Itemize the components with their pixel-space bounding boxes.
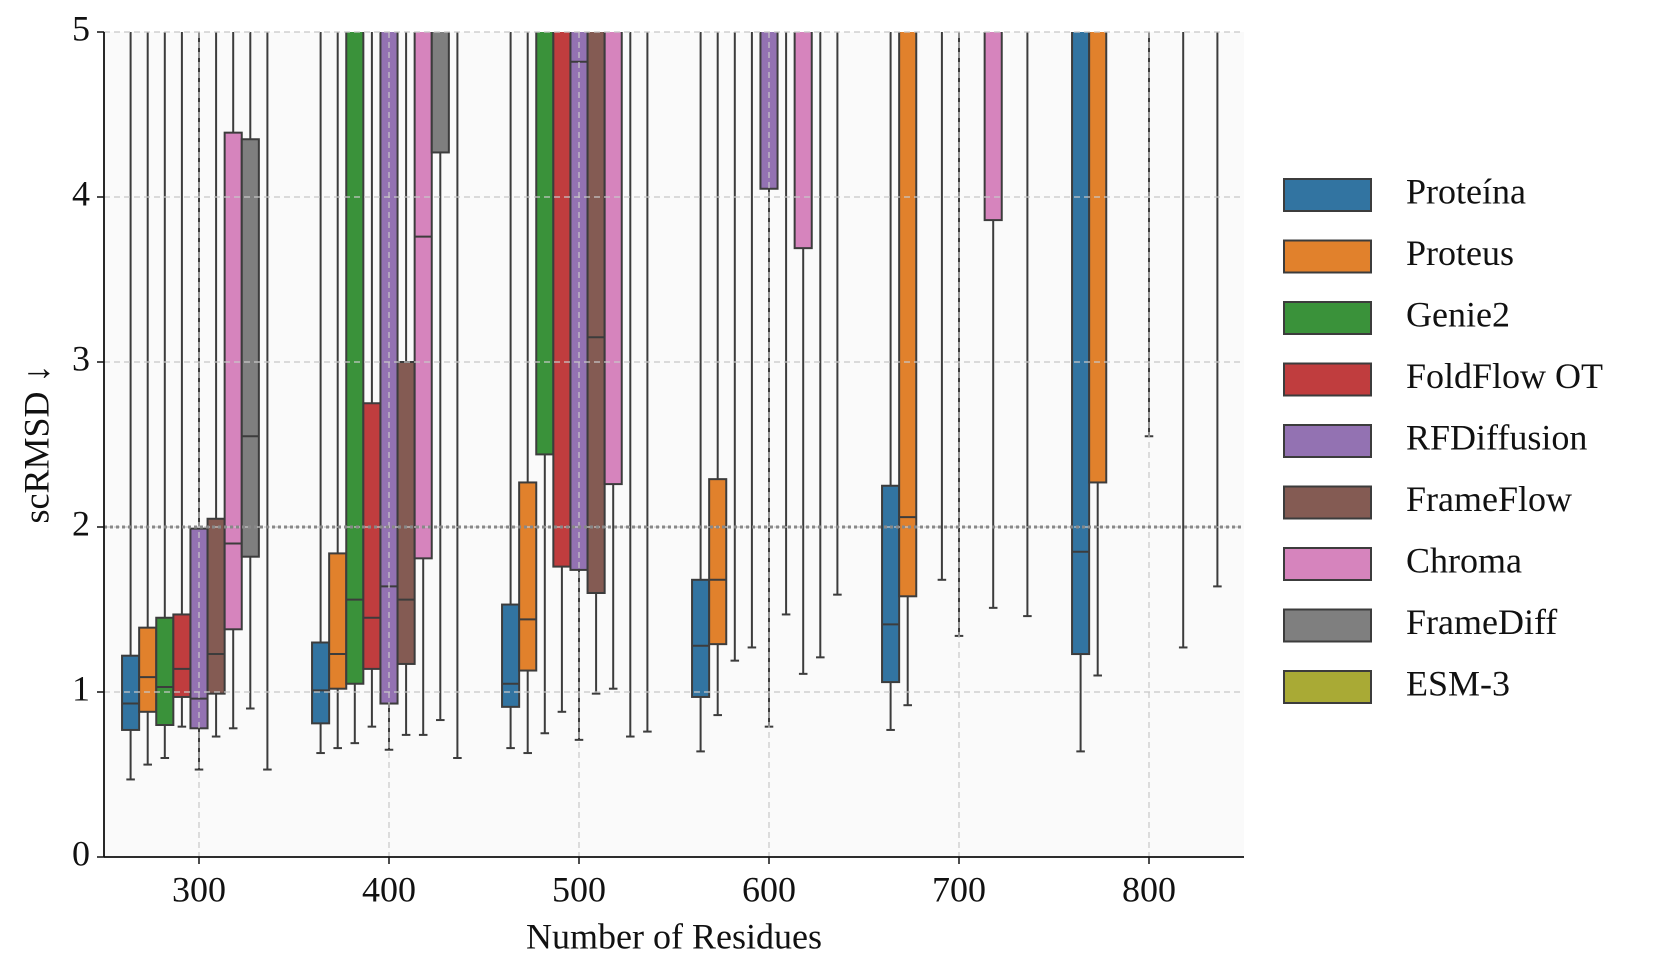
box xyxy=(983,32,1003,222)
legend-swatch xyxy=(1283,178,1372,212)
box xyxy=(362,402,382,670)
box xyxy=(155,616,175,726)
legend-label: FrameDiff xyxy=(1406,602,1557,642)
box xyxy=(569,32,589,571)
box xyxy=(138,626,158,713)
y-tick-label: 2 xyxy=(72,503,90,543)
y-tick-label: 5 xyxy=(72,8,90,48)
box xyxy=(898,32,918,598)
legend-swatch xyxy=(1283,362,1372,397)
box xyxy=(603,32,623,486)
box xyxy=(708,478,728,646)
y-tick-label: 3 xyxy=(72,338,90,378)
box xyxy=(396,361,416,665)
y-tick-label: 1 xyxy=(72,668,90,708)
y-axis-label: scRMSD ↓ xyxy=(16,364,56,523)
box xyxy=(535,32,555,456)
box xyxy=(1088,32,1108,484)
legend-label: FoldFlow OT xyxy=(1406,356,1603,396)
legend-swatch xyxy=(1283,608,1372,643)
legend-label: Proteus xyxy=(1406,233,1514,273)
box xyxy=(206,517,226,695)
box xyxy=(121,654,141,731)
box xyxy=(311,641,331,725)
legend-swatch xyxy=(1283,547,1372,581)
box xyxy=(223,131,243,631)
box xyxy=(172,613,192,698)
legend-swatch xyxy=(1283,485,1372,520)
box xyxy=(586,32,606,594)
legend-swatch xyxy=(1283,239,1372,274)
y-tick-label: 0 xyxy=(72,833,90,873)
legend-label: ESM-3 xyxy=(1406,663,1510,703)
legend-swatch xyxy=(1283,670,1372,704)
legend-label: RFDiffusion xyxy=(1406,417,1587,457)
box xyxy=(793,32,813,250)
box xyxy=(430,32,450,154)
box xyxy=(881,484,901,684)
box xyxy=(1071,32,1091,656)
x-tick-label: 800 xyxy=(1122,869,1176,909)
box xyxy=(240,138,260,558)
x-tick-label: 600 xyxy=(742,869,796,909)
x-tick-label: 500 xyxy=(552,869,606,909)
box xyxy=(552,32,572,568)
legend-label: Genie2 xyxy=(1406,294,1510,334)
plot-area xyxy=(121,32,1222,781)
box xyxy=(691,578,711,698)
y-tick-label: 4 xyxy=(72,173,90,213)
x-tick-label: 300 xyxy=(172,869,226,909)
box xyxy=(518,481,538,672)
box xyxy=(328,552,348,690)
x-tick-label: 400 xyxy=(362,869,416,909)
x-axis-label: Number of Residues xyxy=(526,916,822,956)
legend-swatch xyxy=(1283,424,1372,458)
box xyxy=(345,32,365,685)
x-tick-label: 700 xyxy=(932,869,986,909)
legend-swatch xyxy=(1283,301,1372,335)
legend-label: FrameFlow xyxy=(1406,479,1572,519)
box xyxy=(759,32,779,190)
legend-label: Proteína xyxy=(1406,171,1526,211)
box xyxy=(413,32,433,560)
plot-background xyxy=(104,32,1244,857)
legend-label: Chroma xyxy=(1406,540,1522,580)
